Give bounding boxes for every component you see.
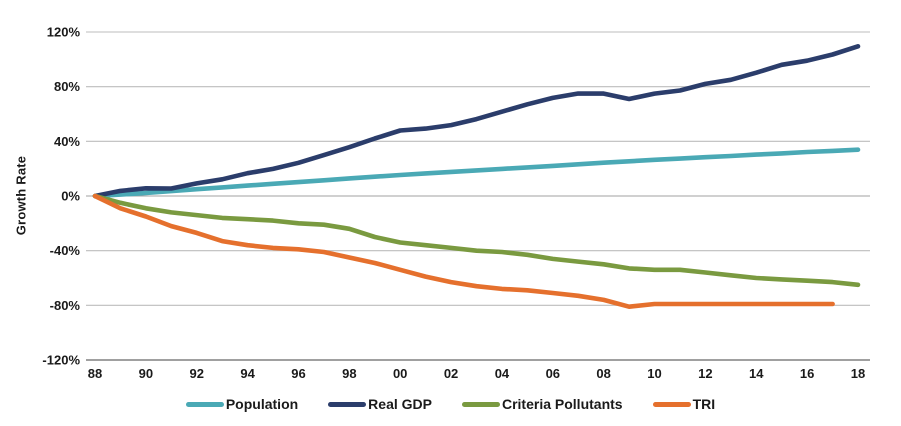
x-tick-92: 92 — [189, 366, 203, 381]
x-tick-14: 14 — [749, 366, 764, 381]
y-tick-0: 0% — [61, 189, 80, 204]
x-tick-98: 98 — [342, 366, 356, 381]
series-line-tri — [92, 193, 835, 310]
legend-item-tri: TRI — [652, 396, 716, 412]
legend-line-swatch-real-gdp — [328, 401, 367, 407]
chart-legend: Population Real GDP Criteria Pollutants TRI — [0, 396, 901, 412]
legend-label-tri: TRI — [692, 396, 716, 412]
series-line-population — [92, 147, 861, 199]
legend-label-real-gdp: Real GDP — [368, 396, 432, 412]
y-tick--120: -120% — [42, 353, 80, 368]
chart-canvas: 120% 80% 40% 0% -40% -80% -120% 88 90 92 94 96 98 00 0… — [42, 25, 870, 381]
legend-item-real-gdp: Real GDP — [328, 396, 432, 412]
legend-line-swatch-population — [185, 401, 224, 407]
y-tick-80: 80% — [54, 79, 80, 94]
x-tick-18: 18 — [851, 366, 865, 381]
x-tick-04: 04 — [495, 366, 510, 381]
x-tick-90: 90 — [139, 366, 153, 381]
x-tick-02: 02 — [444, 366, 458, 381]
x-tick-16: 16 — [800, 366, 814, 381]
x-tick-10: 10 — [647, 366, 661, 381]
x-tick-94: 94 — [240, 366, 255, 381]
x-tick-08: 08 — [596, 366, 610, 381]
y-tick-120: 120% — [47, 25, 81, 40]
legend-label-criteria-pollutants: Criteria Pollutants — [501, 396, 623, 412]
x-tick-00: 00 — [393, 366, 407, 381]
y-tick-40: 40% — [54, 134, 80, 149]
legend-item-criteria-pollutants: Criteria Pollutants — [461, 396, 623, 412]
y-tick--40: -40% — [50, 243, 81, 258]
x-tick-12: 12 — [698, 366, 712, 381]
x-tick-88: 88 — [88, 366, 102, 381]
legend-line-swatch-criteria-pollutants — [461, 401, 500, 407]
legend-item-population: Population — [185, 396, 299, 412]
series-line-real-gdp — [92, 43, 861, 199]
y-tick--80: -80% — [50, 298, 81, 313]
legend-label-population: Population — [225, 396, 299, 412]
series-line-criteria-pollutants — [92, 193, 861, 288]
x-tick-96: 96 — [291, 366, 305, 381]
legend-line-swatch-tri — [652, 401, 691, 407]
x-tick-06: 06 — [546, 366, 560, 381]
y-axis-title: Growth Rate — [13, 155, 29, 236]
